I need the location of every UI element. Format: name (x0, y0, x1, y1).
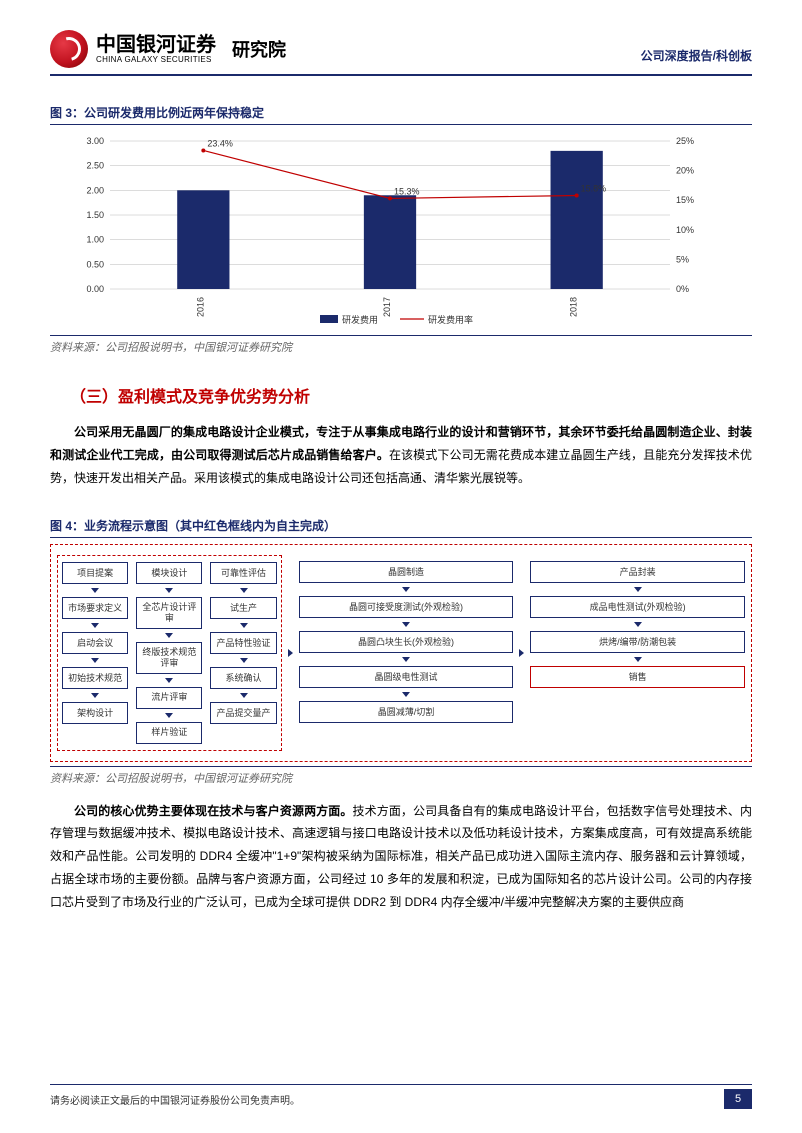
fig4-title: 图 4：业务流程示意图（其中红色框线内为自主完成） (50, 517, 752, 538)
flow-arrow-down (240, 623, 248, 628)
paragraph-2: 公司的核心优势主要体现在技术与客户资源两方面。技术方面，公司具备自有的集成电路设… (50, 800, 752, 914)
flow-node: 可靠性评估 (210, 562, 276, 584)
flow-arrow-down (240, 693, 248, 698)
department-label: 研究院 (232, 36, 286, 62)
flow-node: 终版技术规范评审 (136, 642, 202, 674)
report-header: 中国银河证券 CHINA GALAXY SECURITIES 研究院 公司深度报… (50, 30, 752, 76)
section-3-heading: （三）盈利模式及竞争优劣势分析 (70, 383, 752, 407)
company-name-cn: 中国银河证券 (96, 35, 216, 55)
flow-group: 晶圆制造晶圆可接受度测试(外观检验) 晶圆凸块生长(外观检验) 晶圆级电性测试晶圆减… (299, 555, 514, 750)
flow-group: 产品封装成品电性测试(外观检验) 烘烤/编带/防潮包装销售 (530, 555, 745, 750)
flow-arrow-down (634, 587, 642, 592)
flow-node: 全芯片设计评审 (136, 597, 202, 629)
svg-text:15.8%: 15.8% (581, 183, 607, 193)
company-name-en: CHINA GALAXY SECURITIES (96, 55, 216, 64)
svg-text:2018: 2018 (569, 297, 579, 317)
flow-node: 市场要求定义 (62, 597, 128, 619)
flow-node: 晶圆凸块生长(外观检验) (299, 631, 514, 653)
flow-node: 产品封装 (530, 561, 745, 583)
svg-text:研发费用率: 研发费用率 (428, 314, 473, 325)
svg-text:2.00: 2.00 (86, 185, 104, 195)
p2-rest: 技术方面，公司具备自有的集成电路设计平台，包括数字信号处理技术、内存管理与数据缓… (50, 804, 752, 909)
svg-text:1.50: 1.50 (86, 210, 104, 220)
flow-node: 系统确认 (210, 667, 276, 689)
p2-bold: 公司的核心优势主要体现在技术与客户资源两方面。 (74, 804, 353, 818)
page-footer: 请务必阅读正文最后的中国银河证券股份公司免责声明。 5 (50, 1084, 752, 1109)
flow-node: 架构设计 (62, 702, 128, 724)
flow-node: 产品特性验证 (210, 632, 276, 654)
flow-arrow-down (402, 587, 410, 592)
flow-arrow-down (91, 588, 99, 593)
flow-arrow-down (402, 622, 410, 627)
svg-text:0%: 0% (676, 284, 689, 294)
fig3-title: 图 3：公司研发费用比例近两年保持稳定 (50, 104, 752, 125)
fig4-flowchart: 项目提案市场要求定义启动会议初始技术规范架构设计模块设计全芯片设计评审终版技术规… (50, 544, 752, 761)
flow-arrow-down (240, 588, 248, 593)
logo-block: 中国银河证券 CHINA GALAXY SECURITIES 研究院 (50, 30, 286, 68)
flow-node: 烘烤/编带/防潮包装 (530, 631, 745, 653)
flow-node: 晶圆可接受度测试(外观检验) (299, 596, 514, 618)
flow-node: 产品提交量产 (210, 702, 276, 724)
flow-node: 流片评审 (136, 687, 202, 709)
svg-text:2.50: 2.50 (86, 161, 104, 171)
flow-node: 晶圆制造 (299, 561, 514, 583)
flow-arrow-down (91, 693, 99, 698)
flow-node: 成品电性测试(外观检验) (530, 596, 745, 618)
flow-arrow-down (91, 623, 99, 628)
svg-text:23.4%: 23.4% (207, 138, 233, 148)
svg-text:20%: 20% (676, 166, 694, 176)
flow-arrow-down (634, 622, 642, 627)
section-3-paragraph-1: 公司采用无晶圆厂的集成电路设计企业模式，专注于从事集成电路行业的设计和营销环节，… (50, 421, 752, 489)
flow-node: 模块设计 (136, 562, 202, 584)
svg-text:5%: 5% (676, 254, 689, 264)
flow-arrow-down (634, 657, 642, 662)
flow-column: 产品封装成品电性测试(外观检验) 烘烤/编带/防潮包装销售 (530, 561, 745, 744)
galaxy-logo-icon (50, 30, 88, 68)
flow-node: 晶圆减薄/切割 (299, 701, 514, 723)
flow-column: 可靠性评估试生产产品特性验证系统确认产品提交量产 (210, 562, 276, 743)
flow-arrow-down (240, 658, 248, 663)
svg-text:0.50: 0.50 (86, 259, 104, 269)
flow-node: 试生产 (210, 597, 276, 619)
fig3-chart: 0.00 0.50 1.00 1.50 2.00 2.50 3.00 0% 5% 10% 15% 20… (50, 131, 752, 331)
flow-arrow-down (165, 713, 173, 718)
svg-text:3.00: 3.00 (86, 136, 104, 146)
page-number: 5 (724, 1089, 752, 1109)
flow-node: 项目提案 (62, 562, 128, 584)
flow-arrow-down (402, 657, 410, 662)
flow-arrow-right (288, 649, 293, 657)
svg-text:15.3%: 15.3% (394, 186, 420, 196)
fig4-source: 资料来源：公司招股说明书，中国银河证券研究院 (50, 766, 752, 786)
flow-node: 样片验证 (136, 722, 202, 744)
flow-node: 初始技术规范 (62, 667, 128, 689)
svg-text:2017: 2017 (382, 297, 392, 317)
svg-text:10%: 10% (676, 225, 694, 235)
svg-text:25%: 25% (676, 136, 694, 146)
flow-column: 项目提案市场要求定义启动会议初始技术规范架构设计 (62, 562, 128, 743)
svg-text:研发费用: 研发费用 (342, 314, 378, 325)
report-category: 公司深度报告/科创板 (641, 47, 752, 68)
flow-node: 启动会议 (62, 632, 128, 654)
flow-group: 项目提案市场要求定义启动会议初始技术规范架构设计模块设计全芯片设计评审终版技术规… (57, 555, 282, 750)
svg-text:0.00: 0.00 (86, 284, 104, 294)
flow-arrow-down (165, 678, 173, 683)
svg-text:2016: 2016 (195, 297, 205, 317)
flow-node: 销售 (530, 666, 745, 688)
flow-arrow-down (402, 692, 410, 697)
svg-text:1.00: 1.00 (86, 235, 104, 245)
fig3-source: 资料来源：公司招股说明书，中国银河证券研究院 (50, 335, 752, 355)
flow-column: 模块设计全芯片设计评审终版技术规范评审流片评审样片验证 (136, 562, 202, 743)
flow-arrow-right (519, 649, 524, 657)
flow-arrow-down (91, 658, 99, 663)
flow-arrow-down (165, 633, 173, 638)
flow-column: 晶圆制造晶圆可接受度测试(外观检验) 晶圆凸块生长(外观检验) 晶圆级电性测试晶圆减… (299, 561, 514, 744)
flow-arrow-down (165, 588, 173, 593)
disclaimer-text: 请务必阅读正文最后的中国银河证券股份公司免责声明。 (50, 1092, 300, 1107)
svg-text:15%: 15% (676, 195, 694, 205)
flow-node: 晶圆级电性测试 (299, 666, 514, 688)
